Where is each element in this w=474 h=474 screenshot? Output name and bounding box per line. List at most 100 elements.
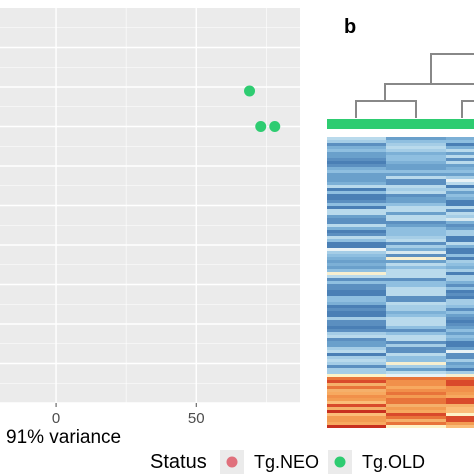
heatmap-cell	[327, 146, 386, 149]
heatmap-cell	[327, 341, 386, 344]
heatmap-cell	[446, 164, 474, 167]
heatmap-cell	[327, 323, 386, 326]
heatmap-cell	[446, 398, 474, 401]
heatmap-cell	[327, 221, 386, 224]
heatmap-cell	[327, 236, 386, 239]
heatmap-cell	[327, 263, 386, 266]
heatmap-cell	[446, 308, 474, 311]
heatmap-cell	[327, 281, 386, 284]
heatmap-cell	[327, 179, 386, 182]
heatmap-cell	[386, 161, 446, 164]
heatmap-cell	[327, 413, 386, 416]
heatmap-cell	[327, 329, 386, 332]
heatmap-cell	[327, 203, 386, 206]
heatmap-cell	[446, 419, 474, 422]
heatmap-cell	[446, 173, 474, 176]
heatmap-cell	[446, 395, 474, 398]
heatmap-cell	[446, 155, 474, 158]
heatmap-cell	[386, 323, 446, 326]
heatmap-cell	[386, 260, 446, 263]
heatmap-cell	[327, 302, 386, 305]
heatmap-cell	[327, 407, 386, 410]
heatmap-cell	[327, 287, 386, 290]
heatmap-cell	[327, 395, 386, 398]
heatmap-cell	[386, 143, 446, 146]
heatmap-cell	[386, 284, 446, 287]
heatmap-cell	[327, 320, 386, 323]
heatmap-cell	[386, 326, 446, 329]
heatmap-cell	[446, 149, 474, 152]
heatmap-cell	[327, 308, 386, 311]
heatmap-cell	[446, 302, 474, 305]
heatmap-cell	[386, 149, 446, 152]
heatmap-cell	[446, 188, 474, 191]
heatmap-cell	[446, 179, 474, 182]
heatmap-cell	[446, 317, 474, 320]
heatmap-cell	[386, 335, 446, 338]
scatter-points	[244, 85, 281, 132]
heatmap-cell	[327, 335, 386, 338]
heatmap-cell	[446, 329, 474, 332]
heatmap-cell	[327, 161, 386, 164]
legend-title: Status	[150, 451, 207, 473]
heatmap-cell	[386, 206, 446, 209]
heatmap-cell	[386, 194, 446, 197]
heatmap-cell	[446, 266, 474, 269]
heatmap-cell	[327, 260, 386, 263]
heatmap-cell	[327, 401, 386, 404]
heatmap-cell	[386, 308, 446, 311]
heatmap-cell	[327, 368, 386, 371]
heatmap-cell	[386, 362, 446, 365]
heatmap-cell	[327, 164, 386, 167]
heatmap-panel: b	[327, 16, 474, 428]
heatmap-cell	[327, 224, 386, 227]
scatter-panel: 0 50 91% variance	[0, 8, 300, 448]
heatmap-cell	[446, 209, 474, 212]
heatmap-cell	[386, 401, 446, 404]
heatmap-cell	[446, 356, 474, 359]
heatmap-cell	[386, 212, 446, 215]
heatmap-cell	[386, 398, 446, 401]
heatmap-cell	[327, 170, 386, 173]
heatmap-cell	[327, 239, 386, 242]
heatmap-cell	[327, 254, 386, 257]
heatmap-cell	[327, 314, 386, 317]
heatmap-cell	[327, 419, 386, 422]
heatmap-cell	[386, 140, 446, 143]
heatmap-cell	[386, 389, 446, 392]
heatmap-cell	[446, 152, 474, 155]
heatmap-cell	[386, 302, 446, 305]
heatmap-cell	[327, 209, 386, 212]
heatmap-cell	[327, 245, 386, 248]
heatmap-cell	[386, 203, 446, 206]
heatmap-cell	[446, 296, 474, 299]
heatmap-cell	[327, 353, 386, 356]
heatmap-cell	[386, 215, 446, 218]
heatmap-cell	[327, 197, 386, 200]
heatmap-cell	[386, 287, 446, 290]
heatmap-cell	[386, 365, 446, 368]
heatmap-cell	[386, 329, 446, 332]
heatmap-cell	[386, 263, 446, 266]
heatmap-cell	[386, 410, 446, 413]
heatmap-cell	[386, 380, 446, 383]
heatmap-cell	[386, 374, 446, 377]
heatmap-cell	[386, 230, 446, 233]
legend-key-tg-old: Tg.OLD	[328, 450, 425, 474]
heatmap-cell	[327, 218, 386, 221]
heatmap-cell	[446, 350, 474, 353]
heatmap-cell	[327, 227, 386, 230]
heatmap-cell	[386, 209, 446, 212]
heatmap-cell	[386, 170, 446, 173]
heatmap-cell	[446, 416, 474, 419]
heatmap-cell	[446, 146, 474, 149]
heatmap-cell	[446, 161, 474, 164]
heatmap-cell	[446, 410, 474, 413]
heatmap-cell	[446, 281, 474, 284]
heatmap-cell	[446, 137, 474, 140]
heatmap-cell	[386, 173, 446, 176]
heatmap-cell	[327, 383, 386, 386]
heatmap-cell	[386, 416, 446, 419]
heatmap-cell	[386, 407, 446, 410]
heatmap-cell	[386, 350, 446, 353]
